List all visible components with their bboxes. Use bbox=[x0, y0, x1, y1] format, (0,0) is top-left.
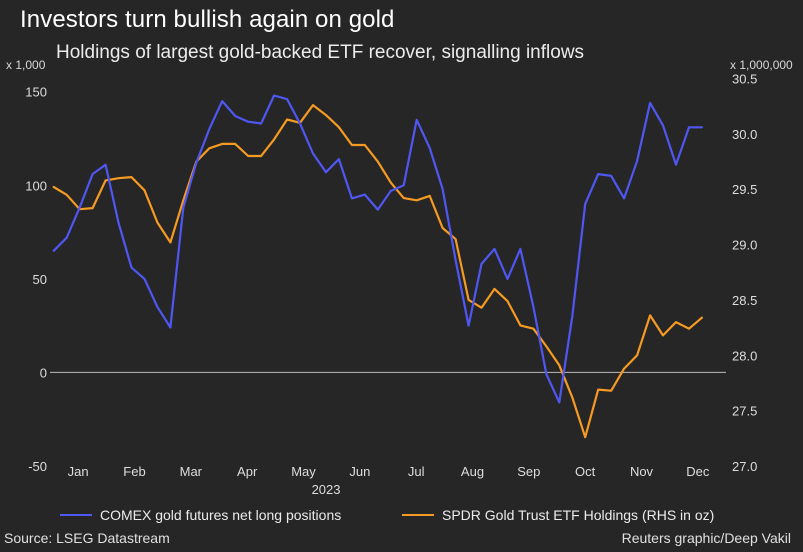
right-axis-multiplier: x 1,000,000 bbox=[730, 58, 793, 72]
month-tick-label: Jan bbox=[68, 464, 89, 479]
month-tick-label: Sep bbox=[517, 464, 540, 479]
legend-swatch-spdr bbox=[402, 514, 434, 516]
source-note: Source: LSEG Datastream bbox=[4, 530, 170, 546]
right-tick-label: 29.0 bbox=[732, 238, 757, 253]
month-tick-label: Nov bbox=[630, 464, 654, 479]
right-tick-label: 27.0 bbox=[732, 459, 757, 474]
legend-item-comex: COMEX gold futures net long positions bbox=[60, 507, 341, 523]
month-tick-label: Apr bbox=[237, 464, 258, 479]
right-tick-label: 27.5 bbox=[732, 404, 757, 419]
chart-title: Investors turn bullish again on gold bbox=[20, 6, 395, 33]
month-tick-label: Dec bbox=[686, 464, 710, 479]
left-axis-multiplier: x 1,000 bbox=[6, 58, 46, 72]
legend-label-spdr: SPDR Gold Trust ETF Holdings (RHS in oz) bbox=[442, 507, 715, 523]
x-axis-year-label: 2023 bbox=[312, 482, 341, 497]
series-line-comex bbox=[52, 94, 704, 404]
month-tick-label: Feb bbox=[123, 464, 145, 479]
left-tick-label: 0 bbox=[40, 365, 47, 380]
series-layer bbox=[52, 94, 704, 439]
right-tick-label: 29.5 bbox=[732, 182, 757, 197]
chart-subtitle: Holdings of largest gold-backed ETF reco… bbox=[56, 42, 585, 63]
month-tick-label: May bbox=[291, 464, 316, 479]
left-tick-label: 150 bbox=[25, 85, 47, 100]
chart-svg: -50 0 50 100 150 27.0 27.5 28.0 28.5 29.0 29.5 30.… bbox=[25, 72, 757, 497]
legend-label-comex: COMEX gold futures net long positions bbox=[100, 507, 342, 523]
right-tick-label: 28.0 bbox=[732, 348, 757, 363]
right-tick-label: 30.5 bbox=[732, 72, 757, 87]
right-tick-label: 28.5 bbox=[732, 293, 757, 308]
month-tick-label: Mar bbox=[180, 464, 203, 479]
left-tick-label: -50 bbox=[28, 459, 47, 474]
right-axis: 27.0 27.5 28.0 28.5 29.0 29.5 30.0 30.5 bbox=[732, 72, 757, 474]
x-axis: Jan Feb Mar Apr May Jun Jul Aug Sep Oct Nov Dec bbox=[68, 464, 710, 479]
month-tick-label: Oct bbox=[575, 464, 596, 479]
left-axis: -50 0 50 100 150 bbox=[25, 85, 47, 474]
legend-item-spdr: SPDR Gold Trust ETF Holdings (RHS in oz) bbox=[402, 507, 714, 523]
month-tick-label: Jul bbox=[408, 464, 425, 479]
credit-note: Reuters graphic/Deep Vakil bbox=[621, 530, 791, 546]
left-tick-label: 100 bbox=[25, 178, 47, 193]
month-tick-label: Jun bbox=[349, 464, 370, 479]
left-tick-label: 50 bbox=[33, 272, 47, 287]
series-line-spdr bbox=[52, 103, 704, 439]
month-tick-label: Aug bbox=[461, 464, 484, 479]
legend-swatch-comex bbox=[60, 514, 92, 516]
right-tick-label: 30.0 bbox=[732, 127, 757, 142]
